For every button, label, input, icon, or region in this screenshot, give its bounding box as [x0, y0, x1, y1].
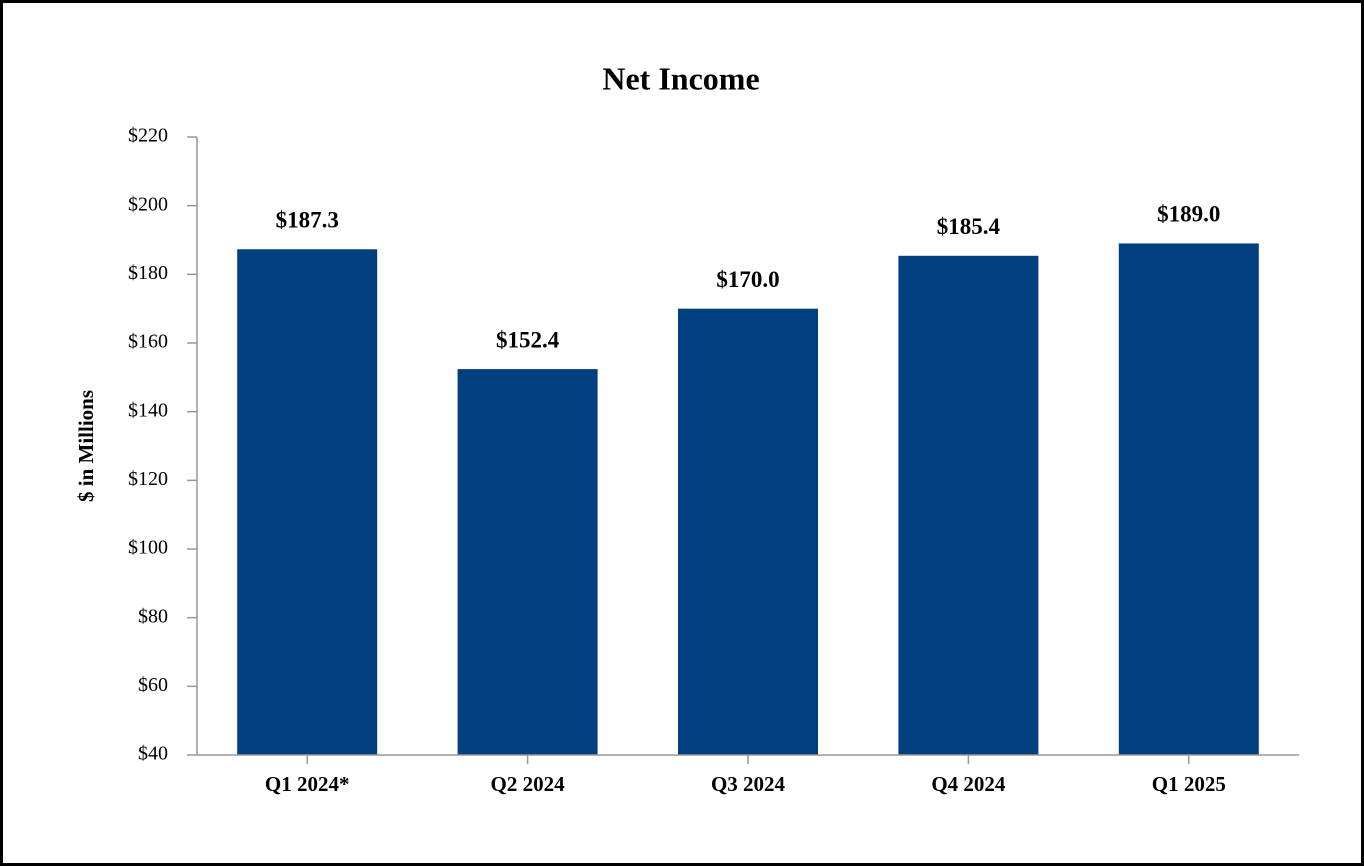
value-label: $189.0 — [1157, 202, 1220, 227]
x-tick-label: Q2 2024 — [491, 772, 566, 796]
bar — [1118, 243, 1259, 755]
y-axis-label: $ in Millions — [74, 390, 98, 502]
value-label: $152.4 — [496, 327, 560, 352]
y-tick-label: $60 — [138, 674, 168, 696]
y-tick-label: $40 — [138, 743, 168, 765]
bar — [237, 249, 378, 755]
chart-title: Net Income — [602, 60, 759, 96]
y-tick-label: $200 — [128, 193, 168, 215]
y-tick-label: $220 — [128, 125, 168, 147]
x-tick-label: Q3 2024 — [711, 772, 786, 796]
y-tick-label: $100 — [128, 537, 168, 559]
bar — [678, 308, 818, 755]
x-tick-label: Q4 2024 — [931, 772, 1006, 796]
y-tick-label: $140 — [128, 399, 168, 421]
x-tick-label: Q1 2025 — [1152, 772, 1226, 796]
value-label: $187.3 — [276, 208, 339, 233]
bar — [898, 255, 1039, 755]
x-tick-label: Q1 2024* — [265, 772, 350, 796]
y-tick-label: $180 — [128, 262, 168, 284]
bar — [457, 369, 598, 755]
value-label: $170.0 — [716, 267, 779, 292]
value-label: $185.4 — [937, 214, 1001, 239]
y-tick-label: $80 — [138, 605, 168, 627]
y-tick-label: $120 — [128, 468, 168, 490]
y-tick-label: $160 — [128, 331, 168, 353]
